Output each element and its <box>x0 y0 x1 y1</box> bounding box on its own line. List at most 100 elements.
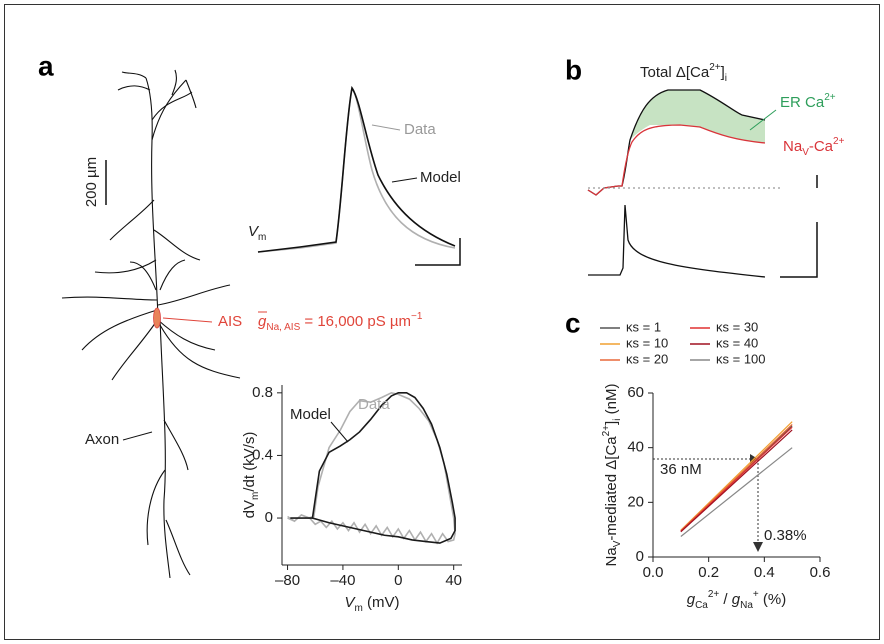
series-pointer <box>330 421 349 443</box>
y-tick-label: 0 <box>265 509 273 526</box>
x-axis-label-part: / <box>719 591 732 608</box>
total-label-part: ] <box>721 64 725 81</box>
x-axis-label-part: Ca <box>695 600 708 611</box>
x-axis-label-part: (mV) <box>363 594 400 611</box>
x-tick-label: 0.2 <box>698 564 719 581</box>
y-tick-label: 60 <box>627 384 644 401</box>
nav-label-part: Na <box>783 138 803 155</box>
ais-label: AIS <box>218 313 242 330</box>
y-axis-label-part: /dt (kV/s) <box>241 432 258 492</box>
panel-label: a <box>38 50 54 81</box>
total-label-part: 2+ <box>709 62 721 73</box>
gbar-label-part: = 16,000 pS µm <box>300 313 411 330</box>
scale-bar <box>780 222 818 278</box>
model-pointer <box>391 177 418 183</box>
y-axis-label: dVm/dt (kV/s) <box>241 432 261 519</box>
x-tick-label: 0 <box>394 572 402 589</box>
x-tick-label: 40 <box>445 572 462 589</box>
y-axis-label-part: (nM) <box>603 384 620 419</box>
trace-ylabel-part: m <box>258 232 266 243</box>
legend-label: κs = 10 <box>626 335 668 350</box>
y-tick-label: 0.4 <box>252 446 273 463</box>
nav-label: NaV-Ca2+ <box>783 136 845 158</box>
neuron-morphology <box>61 69 241 579</box>
series-line <box>680 421 793 531</box>
y-axis-label-part: 2+ <box>601 425 612 437</box>
trace-ylabel: Vm <box>248 223 266 243</box>
annotation: 36 nM <box>660 461 702 478</box>
y-axis-label-part: m <box>250 492 261 500</box>
x-tick-label: 0.4 <box>754 564 775 581</box>
x-axis-label-part: 2+ <box>708 589 720 600</box>
y-tick-label: 0.8 <box>252 384 273 401</box>
panel-label: c <box>565 307 581 338</box>
annotation: 0.38% <box>764 527 807 544</box>
x-tick-label: 0.0 <box>643 564 664 581</box>
x-axis-label-part: g <box>687 591 696 608</box>
y-axis-label-part: V <box>612 540 623 547</box>
nav-label-part: -Ca <box>809 138 834 155</box>
gbar-label-part: Na, AIS <box>266 322 300 333</box>
nav-ca-trace <box>587 124 766 196</box>
er-pointer <box>749 109 777 131</box>
axon-label: Axon <box>85 431 119 448</box>
series-line <box>680 423 793 532</box>
y-tick-label: 0 <box>636 548 644 565</box>
trace-model-label: Model <box>420 169 461 186</box>
er-label: ER Ca2+ <box>780 92 836 111</box>
trace-ylabel-part: V <box>248 223 260 240</box>
series-label: Data <box>358 396 390 413</box>
nav-label-part: 2+ <box>833 136 845 147</box>
legend-label: κs = 20 <box>626 351 668 366</box>
y-tick-label: 40 <box>627 439 644 456</box>
legend-label: κs = 1 <box>626 319 661 334</box>
x-tick-label: –40 <box>330 572 355 589</box>
axon-pointer <box>122 431 153 441</box>
series-line <box>290 392 456 544</box>
x-axis-label: gCa2+ / gNa+ (%) <box>687 589 787 611</box>
ais-pointer <box>162 317 213 323</box>
x-axis-label-part: V <box>344 594 356 611</box>
nav-label-part: V <box>802 147 809 158</box>
y-axis-label: NaV-mediated Δ[Ca2+]i (nM) <box>601 384 623 567</box>
x-tick-label: –80 <box>275 572 300 589</box>
legend-label: κs = 100 <box>716 351 766 366</box>
er-label-part: ER Ca <box>780 94 825 111</box>
x-axis-label-part: + <box>753 589 759 600</box>
arrow-head <box>753 542 763 552</box>
er-fill <box>630 90 765 143</box>
gbar-label-part: g <box>258 313 267 330</box>
total-label-part: Total Δ[Ca <box>640 64 710 81</box>
frame <box>4 4 880 640</box>
ap-trace <box>588 204 766 278</box>
legend-label: κs = 30 <box>716 319 758 334</box>
series-line <box>680 429 793 533</box>
series-line <box>680 447 793 537</box>
data-pointer <box>371 124 401 131</box>
series-line <box>680 426 793 532</box>
y-axis-label-part: Na <box>603 547 620 567</box>
x-axis-label-part: Na <box>740 600 753 611</box>
gbar-label: gNa, AIS = 16,000 pS µm−1 <box>258 311 423 333</box>
x-axis-label-part: (%) <box>759 591 787 608</box>
y-tick-label: 20 <box>627 493 644 510</box>
x-axis-label-part: m <box>355 603 363 614</box>
panel-label: b <box>565 54 582 85</box>
y-axis-label-part: i <box>612 419 623 421</box>
x-tick-label: 0.6 <box>810 564 831 581</box>
ap-trace-model <box>257 85 456 253</box>
x-axis-label: Vm (mV) <box>344 594 399 614</box>
series-label: Model <box>290 406 331 423</box>
scale-label: 200 µm <box>83 157 100 207</box>
total-label-part: i <box>725 73 727 84</box>
trace-data-label: Data <box>404 121 436 138</box>
x-axis-label-part: g <box>732 591 741 608</box>
er-label-part: 2+ <box>824 92 836 103</box>
gbar-label-part: −1 <box>411 311 423 322</box>
legend-label: κs = 40 <box>716 335 758 350</box>
y-axis-label-part: ] <box>603 421 620 425</box>
y-axis-label-part: dV <box>241 500 258 518</box>
y-axis-label-part: -mediated Δ[Ca <box>603 436 620 541</box>
total-label: Total Δ[Ca2+]i <box>640 62 727 84</box>
